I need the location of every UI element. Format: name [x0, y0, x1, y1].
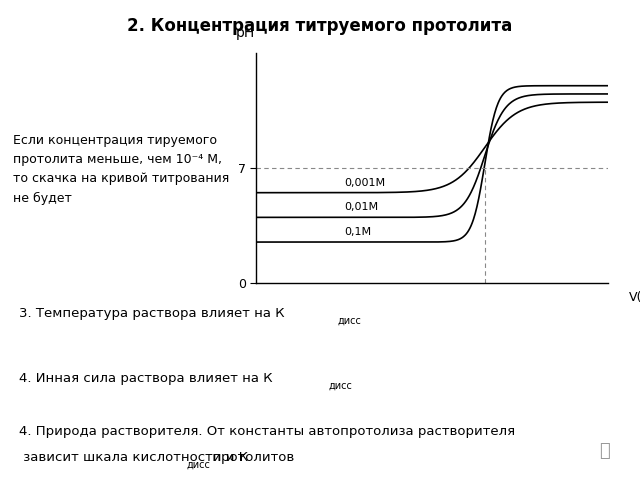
Text: Если концентрация тируемого
протолита меньше, чем 10⁻⁴ М,
то скачка на кривой ти: Если концентрация тируемого протолита ме…: [13, 134, 229, 204]
Text: зависит шкала кислотности и К: зависит шкала кислотности и К: [19, 451, 248, 464]
Text: 4. Природа растворителя. От константы автопротолиза растворителя: 4. Природа растворителя. От константы ав…: [19, 425, 515, 438]
Text: pH: pH: [236, 25, 255, 40]
Text: 3. Температура раствора влияет на К: 3. Температура раствора влияет на К: [19, 307, 285, 320]
Text: 2. Концентрация титруемого протолита: 2. Концентрация титруемого протолита: [127, 17, 513, 35]
Text: дисс: дисс: [338, 316, 362, 326]
Text: 0,01М: 0,01М: [344, 203, 378, 213]
Text: 4. Инная сила раствора влияет на К: 4. Инная сила раствора влияет на К: [19, 372, 273, 385]
Text: 🔈: 🔈: [600, 442, 610, 460]
Text: 0,1М: 0,1М: [344, 227, 371, 237]
Text: 0,001М: 0,001М: [344, 178, 385, 188]
Text: дисс: дисс: [328, 381, 352, 391]
Text: V(В): V(В): [629, 291, 640, 304]
Text: протолитов: протолитов: [208, 451, 294, 464]
Text: дисс: дисс: [187, 460, 211, 470]
